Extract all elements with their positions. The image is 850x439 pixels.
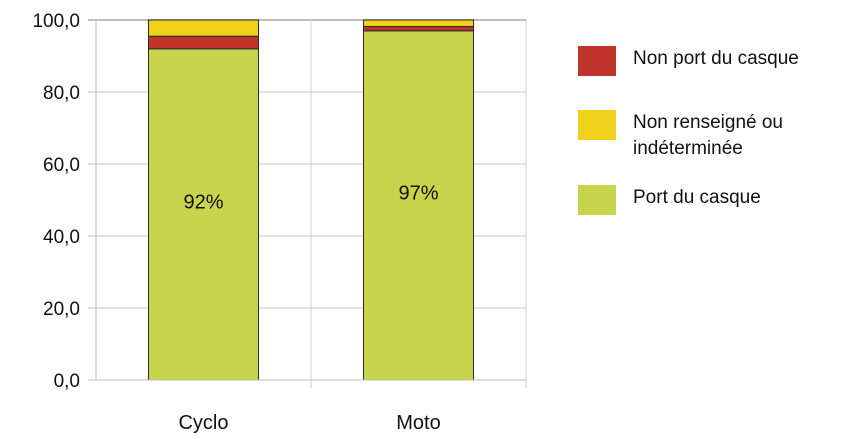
bar-segment	[148, 35, 259, 50]
y-tick-label: 40,0	[43, 227, 80, 248]
stacked-bar-chart: 0,0 20,0 40,0 60,0 80,0 100,0 92% 97% Cyclo Mot…	[32, 11, 527, 434]
legend-swatch	[578, 185, 616, 215]
legend-swatch	[578, 46, 616, 76]
x-category-label: Moto	[396, 412, 440, 434]
bar-data-label: 92%	[183, 191, 223, 213]
legend-label: Non renseigné ou indéterminée	[633, 112, 783, 159]
x-category-label: Cyclo	[178, 412, 228, 434]
bar-segment	[363, 30, 474, 381]
y-tick-label: 0,0	[54, 371, 80, 392]
legend-label: Non port du casque	[633, 48, 799, 69]
legend: Non port du casque Non renseigné ou indét…	[578, 0, 850, 439]
legend-item: Port du casque	[578, 185, 761, 215]
bar-segment	[363, 25, 474, 32]
legend-swatch	[578, 110, 616, 140]
bar-segment	[363, 19, 474, 27]
y-tick-label: 80,0	[43, 83, 80, 104]
bar-segment	[148, 48, 259, 381]
bar-segment	[148, 19, 259, 37]
y-axis: 0,0 20,0 40,0 60,0 80,0 100,0	[32, 11, 97, 392]
bar-data-label: 97%	[398, 182, 438, 204]
y-tick-label: 60,0	[43, 155, 80, 176]
legend-label: Port du casque	[633, 187, 761, 208]
y-tick-label: 100,0	[32, 11, 80, 32]
legend-item: Non port du casque	[578, 46, 799, 76]
legend-item: Non renseigné ou indéterminée	[578, 110, 783, 162]
y-tick-label: 20,0	[43, 299, 80, 320]
bars: 92% 97%	[148, 19, 474, 381]
x-axis: Cyclo Moto	[88, 379, 526, 434]
